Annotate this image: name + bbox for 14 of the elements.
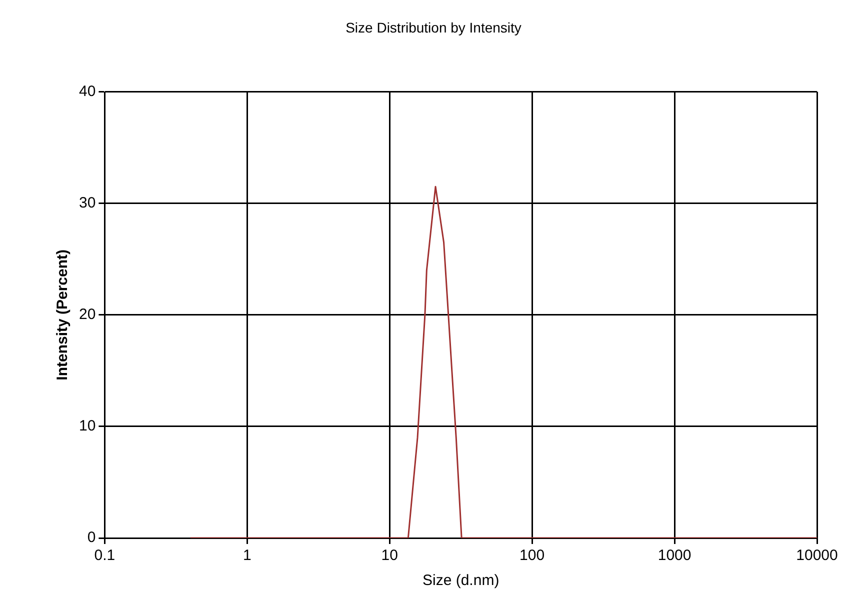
x-tick-label: 100 xyxy=(520,547,545,564)
y-tick-label: 0 xyxy=(87,529,96,546)
y-tick-label: 10 xyxy=(78,418,96,435)
x-tick-label: 1000 xyxy=(658,547,692,564)
x-tick-label: 0.1 xyxy=(94,547,116,564)
x-tick-label: 10000 xyxy=(796,547,838,564)
chart-title: Size Distribution by Intensity xyxy=(346,19,522,36)
x-axis-title: Size (d.nm) xyxy=(422,572,500,590)
x-tick-label: 10 xyxy=(381,547,398,564)
y-tick-label: 20 xyxy=(78,306,96,324)
x-tick-label: 1 xyxy=(242,547,252,564)
y-tick-label: 40 xyxy=(78,82,96,100)
y-axis-title: Intensity (Percent) xyxy=(54,249,72,380)
y-tick-label: 30 xyxy=(78,194,96,212)
